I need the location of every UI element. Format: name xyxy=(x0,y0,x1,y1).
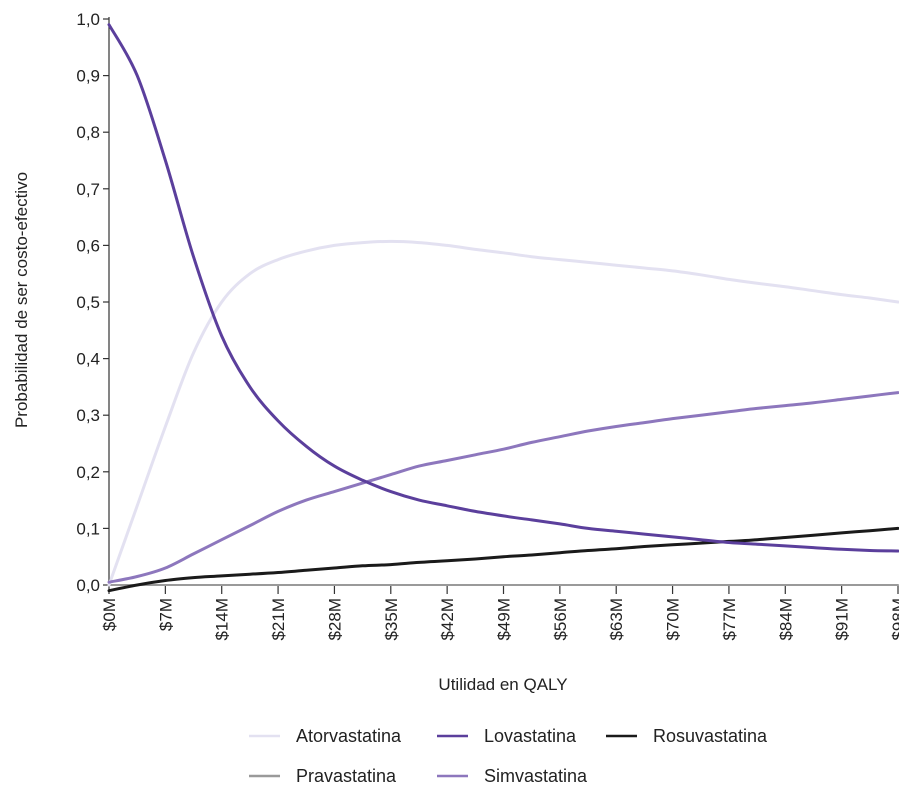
series-layer xyxy=(107,23,899,593)
x-tick-label: $49M xyxy=(495,598,514,641)
x-tick-label: $70M xyxy=(664,598,683,641)
y-tick-label: 0,3 xyxy=(76,406,100,425)
series-line-atorvastatina xyxy=(107,239,899,587)
legend-label: Atorvastatina xyxy=(296,726,402,746)
y-tick-label: 0,4 xyxy=(76,350,100,369)
legend-label: Pravastatina xyxy=(296,766,397,786)
x-tick-label: $77M xyxy=(720,598,739,641)
y-tick-label: 0,6 xyxy=(76,236,100,255)
y-tick-label: 1,0 xyxy=(76,10,100,29)
y-tick-label: 0,0 xyxy=(76,576,100,595)
x-tick-label: $42M xyxy=(438,598,457,641)
x-tick-label: $84M xyxy=(776,598,795,641)
x-tick-label: $7M xyxy=(156,598,175,631)
y-tick-label: 0,1 xyxy=(76,519,100,538)
legend-label: Lovastatina xyxy=(484,726,577,746)
x-axis-title: Utilidad en QALY xyxy=(438,675,567,694)
y-tick-label: 0,2 xyxy=(76,463,100,482)
series-line-lovastatina xyxy=(107,23,899,553)
x-tick-label: $63M xyxy=(607,598,626,641)
x-tick-label: $98M xyxy=(889,598,899,641)
series-line-simvastatina xyxy=(107,391,899,584)
x-tick-label: $0M xyxy=(100,598,119,631)
y-tick-label: 0,7 xyxy=(76,180,100,199)
x-tick-label: $21M xyxy=(269,598,288,641)
series-line-rosuvastatina xyxy=(107,526,899,593)
y-tick-label: 0,5 xyxy=(76,293,100,312)
x-tick-label: $91M xyxy=(833,598,852,641)
y-tick-label: 0,9 xyxy=(76,67,100,86)
x-tick-label: $35M xyxy=(382,598,401,641)
legend-label: Simvastatina xyxy=(484,766,588,786)
legend-label: Rosuvastatina xyxy=(653,726,768,746)
x-tick-label: $14M xyxy=(213,598,232,641)
x-tick-label: $28M xyxy=(325,598,344,641)
x-tick-label: $56M xyxy=(551,598,570,641)
y-axis: 0,0 0,1 0,2 0,3 0,4 0,5 0,6 0,7 0,8 0,9 1,0 xyxy=(76,10,110,595)
y-tick-label: 0,8 xyxy=(76,123,100,142)
legend: Atorvastatina Lovastatina Rosuvastatina Pra… xyxy=(249,726,768,786)
y-axis-title: Probabilidad de ser costo-efectivo xyxy=(12,172,31,428)
x-axis: $0M $7M $14M $21M $28M $35M $42M $49M $56M $63M $7… xyxy=(100,584,899,641)
